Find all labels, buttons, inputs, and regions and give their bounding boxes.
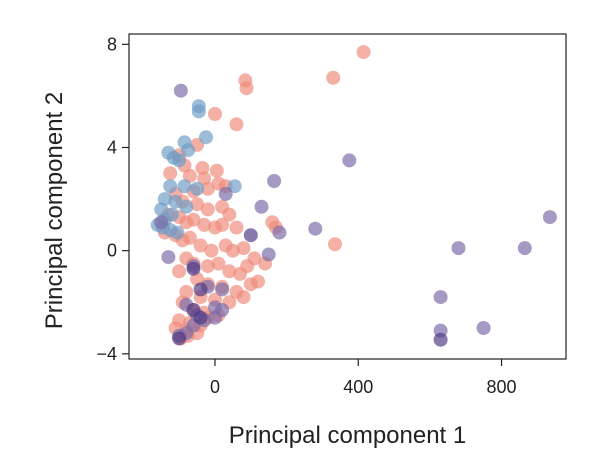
data-point [222,264,237,279]
data-point [236,241,251,256]
data-point [308,221,323,236]
data-point [211,256,226,271]
data-point [172,331,187,346]
data-point [433,332,448,347]
data-point [190,197,205,212]
x-tick-label: 400 [343,377,373,397]
data-point [200,181,215,196]
data-point [229,220,244,235]
data-point [197,217,212,232]
data-point [215,217,230,232]
data-point [261,247,276,262]
data-point [172,153,187,168]
data-point [542,210,557,225]
data-point [161,250,176,265]
data-point [218,186,233,201]
data-point [267,174,282,188]
data-point [229,117,244,132]
data-point [182,168,197,183]
data-point [193,282,208,297]
data-point [342,153,357,168]
data-point [208,310,222,325]
data-point [204,243,219,258]
data-point [476,321,491,335]
plot-frame [128,33,567,360]
data-point [433,290,448,305]
data-points-layer [150,45,557,347]
data-point [186,212,201,227]
data-point [236,290,251,305]
data-point [451,241,466,256]
data-point [195,161,210,176]
y-tick-label: 4 [107,137,117,157]
x-tick-label: 800 [487,377,517,397]
data-point [182,230,197,245]
data-point [272,225,287,240]
x-tick-label: 0 [210,377,220,397]
data-point [170,225,185,240]
data-point [191,104,206,119]
data-point [172,264,187,279]
data-point [190,181,205,196]
data-point [225,243,240,258]
data-point [254,199,269,214]
data-point [186,261,201,276]
y-tick-label: 0 [107,241,117,261]
data-point [179,199,194,214]
data-point [222,207,237,222]
data-point [200,259,215,274]
ticks-layer: 0 400 800 −4 0 4 8 [96,34,516,397]
data-point [181,143,196,158]
data-point [199,130,213,145]
data-point [200,202,215,217]
data-point [239,81,254,96]
data-point [209,163,224,178]
data-point [240,259,255,274]
data-point [243,228,258,243]
data-point [163,179,178,194]
data-point [328,237,342,252]
data-point [154,215,169,230]
data-point [168,194,183,209]
data-point [356,45,371,60]
data-point [173,83,188,98]
data-point [208,107,222,121]
y-tick-label: −4 [96,344,117,364]
data-point [517,241,532,256]
data-point [163,166,178,181]
data-point [326,70,341,85]
data-point [193,310,208,325]
data-point [177,179,192,194]
y-axis-label: Principal component 2 [41,92,68,329]
data-point [251,274,265,289]
data-point [215,282,230,297]
x-axis-label: Principal component 1 [229,422,466,449]
data-point [193,238,208,253]
y-tick-label: 8 [107,34,117,54]
